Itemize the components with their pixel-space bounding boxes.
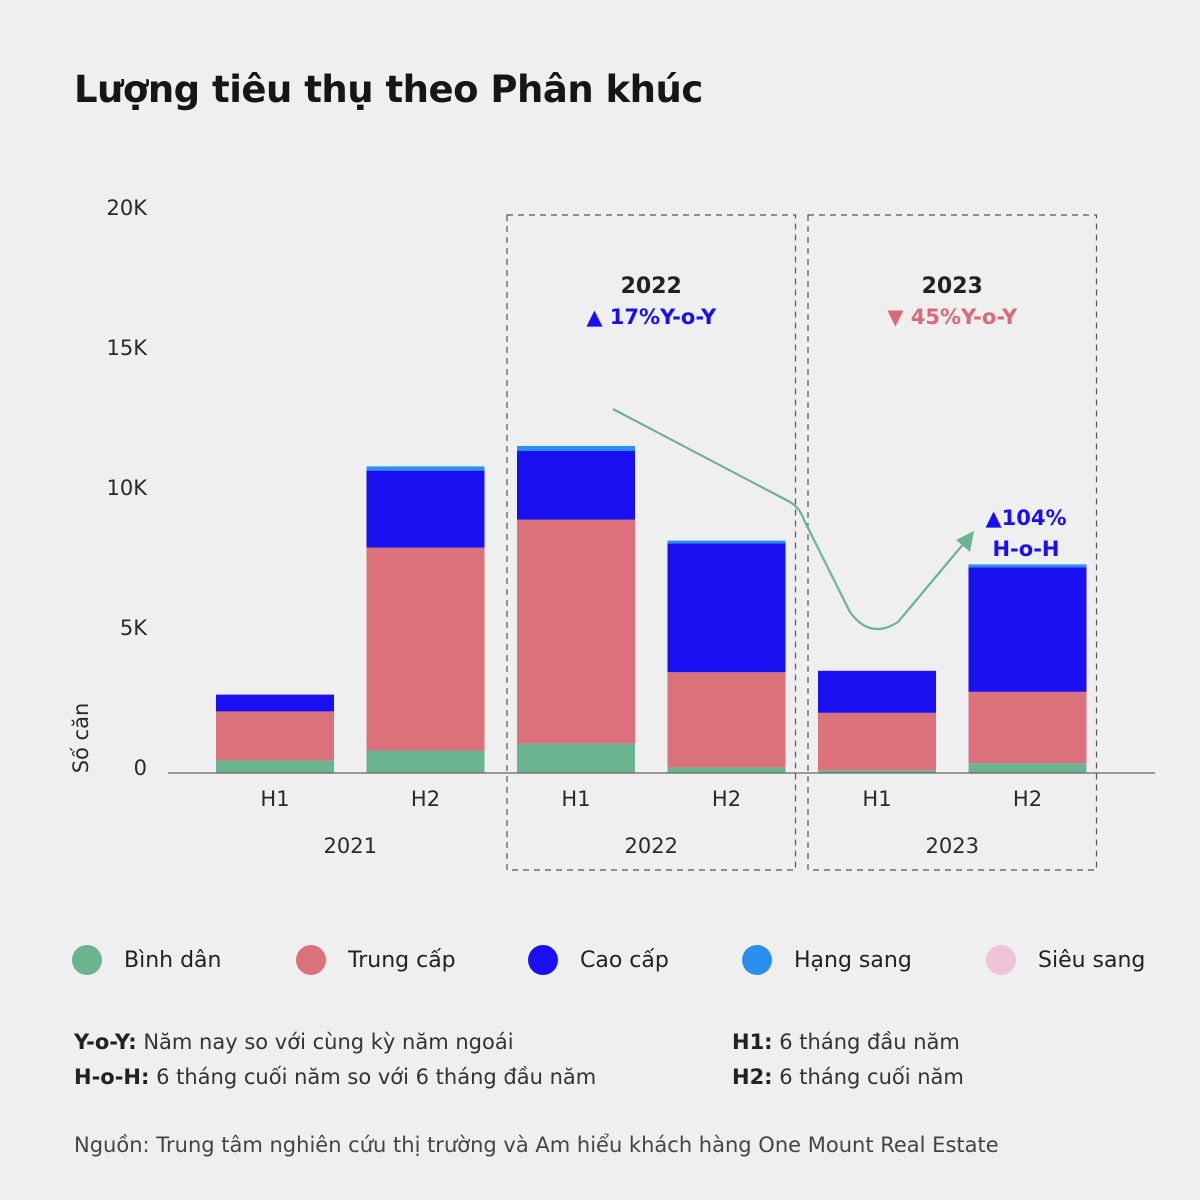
y-tick-label: 10K <box>107 476 149 500</box>
x-group-label: 2023 <box>926 834 979 858</box>
y-tick-label: 0 <box>134 756 147 780</box>
bar-segment <box>517 519 635 744</box>
legend-swatch-icon <box>72 945 102 975</box>
legend-label: Trung cấp <box>348 947 456 973</box>
note-h1-text: 6 tháng đầu năm <box>772 1030 960 1054</box>
bar-segment <box>216 711 334 761</box>
legend-item: Siêu sang <box>986 945 1145 975</box>
bar-segment <box>366 750 485 773</box>
y-axis-label: Số căn <box>69 703 93 774</box>
bar-segment <box>667 540 786 544</box>
x-tick-label: H2 <box>712 787 741 811</box>
legend-item: Bình dân <box>72 945 221 975</box>
bar-segment <box>818 670 936 713</box>
bar-stack <box>216 694 334 773</box>
legend: Bình dân Trung cấp Cao cấp Hạng sang Siêu sa… <box>72 945 1172 985</box>
stacked-bar-chart: 0 5K 10K 15K 20K Số căn 2022 ▲ 17%Y-o-Y 2023 ▼ 4… <box>69 196 1155 871</box>
bar-segment <box>216 694 334 712</box>
bar-segment <box>667 767 786 773</box>
bar-segment <box>968 763 1087 773</box>
y-tick-label: 20K <box>107 196 149 220</box>
legend-label: Cao cấp <box>580 947 669 973</box>
bar-stack <box>667 540 786 773</box>
y-tick-label: 5K <box>120 616 148 640</box>
bar-stack <box>818 670 936 773</box>
highlight-box-2022 <box>506 214 797 871</box>
chart-title: Lượng tiêu thụ theo Phân khúc <box>74 68 703 111</box>
highlight-box-2023 <box>807 214 1098 871</box>
legend-item: Hạng sang <box>742 945 912 975</box>
source-note: Nguồn: Trung tâm nghiên cứu thị trường v… <box>74 1133 999 1157</box>
legend-item: Trung cấp <box>296 945 456 975</box>
bar-segment <box>366 466 485 471</box>
note-yoy-key: Y-o-Y: <box>74 1030 137 1054</box>
note-h1-key: H1: <box>732 1030 773 1054</box>
x-tick-label: H2 <box>1013 787 1042 811</box>
bar-stack <box>517 445 635 773</box>
bar-segment <box>968 567 1087 692</box>
note-yoy: Y-o-Y: Năm nay so với cùng kỳ năm ngoái <box>74 1030 514 1054</box>
bar-segment <box>968 564 1087 568</box>
bar-segment <box>968 691 1087 764</box>
legend-swatch-icon <box>296 945 326 975</box>
x-group-label: 2022 <box>625 834 678 858</box>
trend-arrow-head-icon <box>956 531 974 552</box>
y-tick-label: 15K <box>107 336 149 360</box>
legend-swatch-icon <box>986 945 1016 975</box>
annotation-yoy-change: ▼ 45%Y-o-Y <box>887 305 1018 329</box>
annotation-hoh-label: H-o-H <box>992 537 1059 561</box>
bar-segment <box>517 743 635 773</box>
legend-item: Cao cấp <box>528 945 669 975</box>
bar-segment <box>216 760 334 773</box>
note-hoh-key: H-o-H: <box>74 1065 150 1089</box>
annotation-year: 2023 <box>922 274 983 299</box>
bar-segment <box>667 672 786 768</box>
note-h2-text: 6 tháng cuối năm <box>772 1065 964 1089</box>
annotation-year: 2022 <box>621 274 682 299</box>
bar-segment <box>366 547 485 751</box>
annotation-yoy-change: ▲ 17%Y-o-Y <box>586 305 717 329</box>
x-tick-label: H1 <box>862 787 891 811</box>
bar-segment <box>517 445 635 451</box>
legend-label: Siêu sang <box>1038 947 1146 973</box>
note-h2: H2: 6 tháng cuối năm <box>732 1065 964 1089</box>
note-hoh: H-o-H: 6 tháng cuối năm so với 6 tháng đ… <box>74 1065 596 1089</box>
note-h1: H1: 6 tháng đầu năm <box>732 1030 960 1054</box>
legend-swatch-icon <box>742 945 772 975</box>
bar-stack <box>968 564 1087 773</box>
note-yoy-text: Năm nay so với cùng kỳ năm ngoái <box>136 1030 514 1054</box>
bar-segment <box>667 543 786 673</box>
legend-swatch-icon <box>528 945 558 975</box>
note-hoh-text: 6 tháng cuối năm so với 6 tháng đầu năm <box>149 1065 597 1089</box>
annotation-hoh-change: ▲104% <box>985 506 1066 530</box>
x-group-label: 2021 <box>324 834 377 858</box>
legend-label: Hạng sang <box>794 947 912 973</box>
bar-segment <box>818 712 936 771</box>
bar-segment <box>818 770 936 773</box>
bar-stack <box>366 466 485 773</box>
bar-segment <box>517 451 635 520</box>
note-h2-key: H2: <box>732 1065 773 1089</box>
x-tick-label: H1 <box>561 787 590 811</box>
x-tick-label: H2 <box>411 787 440 811</box>
legend-label: Bình dân <box>124 947 222 973</box>
trend-arrow-line <box>612 408 966 631</box>
x-tick-label: H1 <box>260 787 289 811</box>
bar-segment <box>366 470 485 548</box>
